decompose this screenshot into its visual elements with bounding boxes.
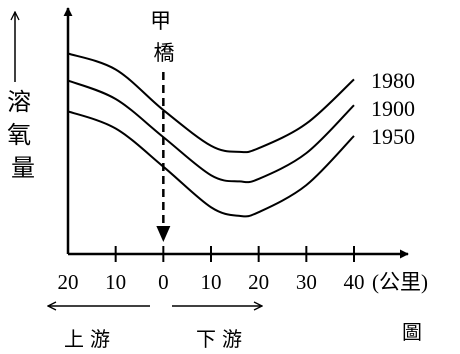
x-tick-label: 10 — [105, 270, 126, 294]
y-axis-label-char: 溶 — [7, 88, 31, 116]
x-tick-label: 20 — [248, 270, 269, 294]
upstream-label: 上游 — [64, 327, 116, 351]
x-tick-label: 20 — [58, 270, 79, 294]
bridge-label-char: 甲 — [150, 9, 171, 33]
x-axis-tick-labels: 20 10 0 10 20 30 40 — [58, 270, 365, 294]
y-axis-label-char: 氧 — [7, 121, 31, 149]
x-tick-label: 30 — [296, 270, 317, 294]
bridge-arrowhead — [156, 226, 171, 242]
downstream-label: 下游 — [196, 327, 248, 351]
series-line-1980 — [67, 52, 355, 154]
series-line-1950 — [67, 110, 355, 218]
x-tick-label: 40 — [344, 270, 365, 294]
bridge-label: 甲 橋 — [150, 9, 178, 65]
series-labels: 1980 1900 1950 — [371, 68, 415, 149]
series-label-1900: 1900 — [371, 96, 415, 121]
series-line-1900 — [67, 79, 355, 184]
x-tick-label: 0 — [158, 270, 169, 294]
y-axis-label: 溶 氧 量 — [7, 88, 39, 182]
bridge-label-char: 橋 — [154, 41, 175, 65]
x-axis-unit: (公里) — [372, 270, 428, 294]
series-label-1950: 1950 — [371, 124, 415, 149]
series-lines — [67, 52, 355, 218]
figure-label: 圖 — [402, 320, 422, 344]
y-axis-label-char: 量 — [11, 154, 35, 182]
x-axis-ticks — [114, 246, 355, 262]
series-label-1980: 1980 — [371, 68, 415, 93]
x-tick-label: 10 — [201, 270, 222, 294]
